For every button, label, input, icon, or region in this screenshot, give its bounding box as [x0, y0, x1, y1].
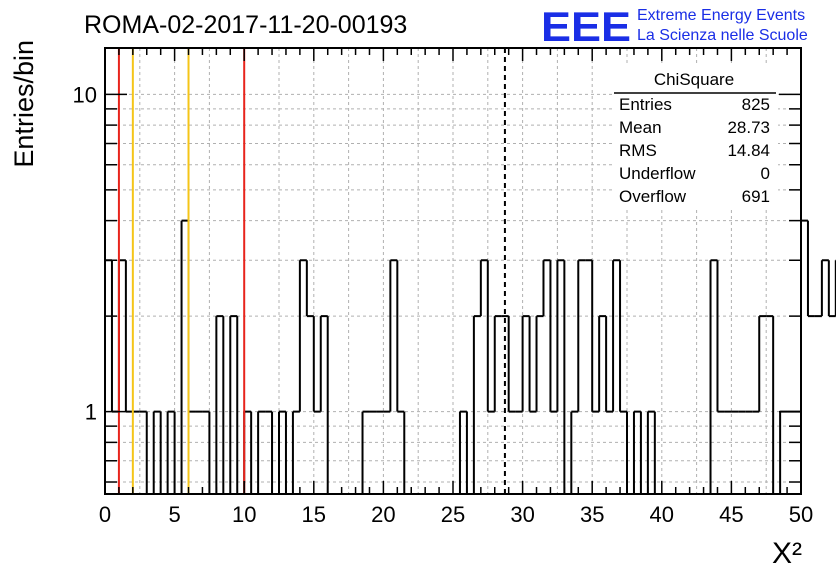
reference-lines: [117, 48, 506, 494]
histogram: [105, 219, 836, 495]
stats-row-value: 0: [761, 164, 770, 183]
chart-title: ROMA-02-2017-11-20-00193: [84, 11, 407, 39]
y-axis-label: Entries/bin: [9, 40, 39, 168]
y-tick-label: 10: [73, 82, 97, 107]
brand-logo: EEE: [541, 3, 631, 50]
stats-row-value: 825: [742, 95, 770, 114]
stats-box-bg: [612, 66, 778, 209]
x-tick-label: 20: [371, 502, 395, 527]
stats-row-label: Underflow: [619, 164, 696, 183]
brand-line-2: La Scienza nelle Scuole: [637, 27, 808, 44]
stats-box: ChiSquare Entries 825 Mean 28.73 RMS 14.84 Und…: [612, 66, 778, 209]
x-tick-label: 30: [510, 502, 534, 527]
stats-row-label: RMS: [619, 141, 657, 160]
stats-row-value: 28.73: [727, 118, 770, 137]
stats-row-label: Entries: [619, 95, 672, 114]
axis-tick-labels: 0 5 10 15 20 25 30 35 40 45 50 1 10: [73, 82, 814, 527]
x-axis-label: X²: [772, 537, 802, 570]
x-tick-label: 10: [232, 502, 256, 527]
brand: EEE Extreme Energy Events La Scienza nel…: [541, 3, 808, 50]
stats-row-label: Mean: [619, 118, 662, 137]
x-tick-label: 25: [441, 502, 465, 527]
x-tick-label: 50: [789, 502, 813, 527]
x-tick-label: 0: [99, 502, 111, 527]
stats-row-value: 14.84: [727, 141, 770, 160]
y-tick-label: 1: [85, 400, 97, 425]
brand-line-1: Extreme Energy Events: [637, 7, 805, 24]
x-tick-label: 15: [302, 502, 326, 527]
x-tick-label: 35: [580, 502, 604, 527]
stats-box-title: ChiSquare: [654, 70, 734, 89]
stats-rows: Entries 825 Mean 28.73 RMS 14.84 Underflow 0 Ove…: [619, 95, 770, 206]
stats-row-label: Overflow: [619, 187, 687, 206]
x-tick-label: 45: [719, 502, 743, 527]
axis-ticks: [104, 48, 802, 494]
x-tick-label: 5: [168, 502, 180, 527]
stats-row-value: 691: [742, 187, 770, 206]
x-tick-label: 40: [650, 502, 674, 527]
